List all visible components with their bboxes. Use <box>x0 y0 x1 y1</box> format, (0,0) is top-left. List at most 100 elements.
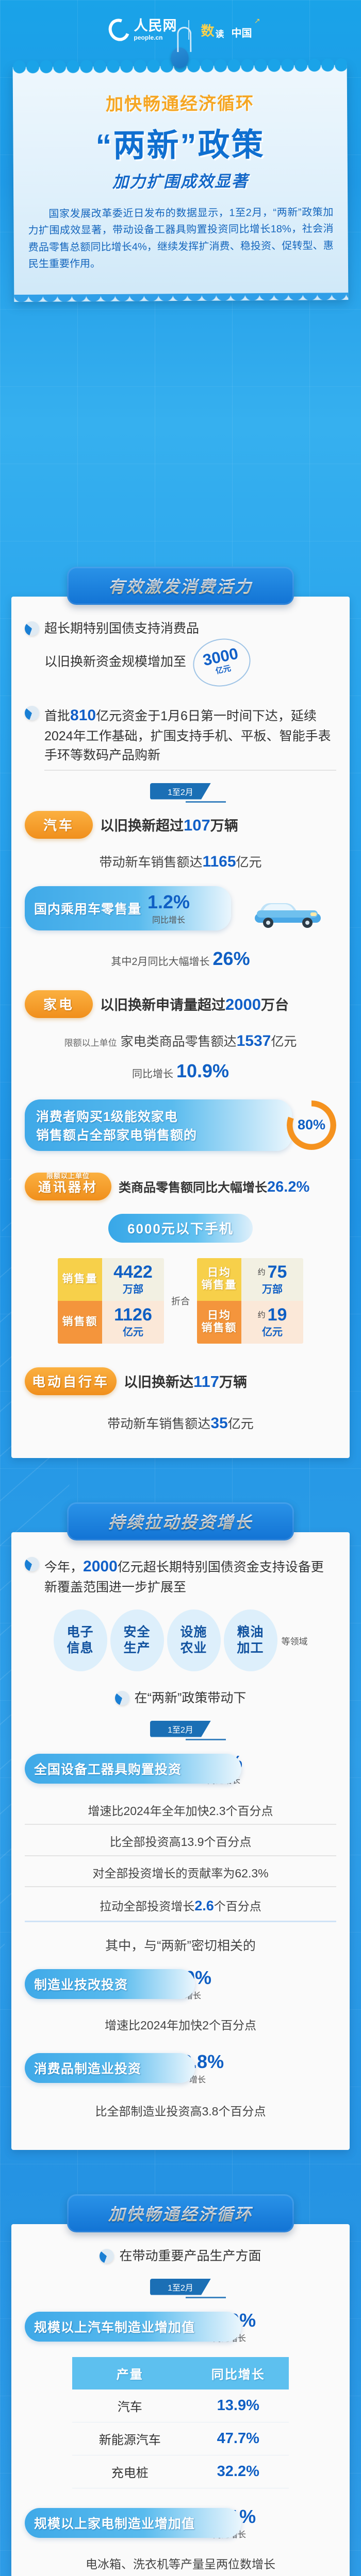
left-row1-unit: 万部 <box>123 1283 143 1295</box>
appliance-retail-post: 亿元 <box>271 1034 297 1049</box>
left-row1-value-cell: 4422 万部 <box>102 1258 164 1301</box>
section3-card: 在带动重要产品生产方面 1至2月 规模以上汽车制造业增加值 12.0% 同比增长… <box>11 2224 350 2576</box>
ebike-sales-num: 35 <box>210 1414 228 1432</box>
telecom-category-label: 通讯器材 <box>38 1180 98 1195</box>
section2-bullet-1: 今年，2000亿元超长期特别国债资金支持设备更新覆盖范围进一步扩展至 <box>25 1555 336 1598</box>
section2-banner: 持续拉动投资增长 <box>67 1502 294 1540</box>
phone-sales-left-table: 销售量 4422 万部 销售额 1126 亿元 <box>58 1258 164 1344</box>
section2-period-tag: 1至2月 <box>150 1720 211 1737</box>
auto-category-pill: 汽车 <box>25 810 93 839</box>
table-row-0-value: 13.9% <box>187 2389 289 2422</box>
auto-retail-pill: 国内乘用车零售量 1.2% 同比增长 <box>25 886 231 930</box>
s3-b1-text: 在带动重要产品生产方面 <box>119 2249 261 2263</box>
bullet-dot-icon <box>100 2249 114 2263</box>
right-row2-label: 日均 销售额 <box>197 1300 241 1344</box>
shudu-zhongguo-logo: 数 读 中国 ↗ <box>201 16 260 40</box>
ebike-category-label: 电动自行车 <box>31 1374 109 1389</box>
bullet-dot-icon <box>25 705 39 720</box>
equipment-investment-pill: 全国设备工器具购置投资 <box>25 1753 241 1784</box>
table-header-product: 产量 <box>72 2357 188 2389</box>
hero-lede-paragraph: 国家发展改革委近日发布的数据显示，1至2月，“两新”政策加力扩围成效显著，带动设… <box>28 207 334 270</box>
right-row1-unit: 万部 <box>262 1283 283 1295</box>
telecom-pill-over-label: 限额以上单位 <box>46 1172 90 1180</box>
section3-title: 加快畅通经济循环 <box>108 2201 253 2225</box>
section1-banner: 有效激发消费活力 <box>67 567 294 605</box>
brand-zhongguo: 中国 <box>231 27 252 39</box>
logo-cn-text: 人民网 <box>134 18 177 34</box>
table-row: 新能源汽车 47.7% <box>72 2422 289 2455</box>
appliance-retail-pre: 家电类商品零售额达 <box>120 1034 237 1049</box>
auto-retail-sub: 同比增长 <box>152 916 186 925</box>
left-row2-unit: 亿元 <box>123 1326 143 1338</box>
right-row2-approx: 约 <box>257 1311 266 1319</box>
table-row-2-value: 32.2% <box>187 2455 289 2488</box>
right-row1-value-cell: 约 75 万部 <box>241 1258 303 1301</box>
equip-note4-pre: 拉动全部投资增长 <box>100 1900 195 1913</box>
tech-investment-label: 制造业技改投资 <box>34 1978 128 1992</box>
bullet-dot-icon <box>25 1556 39 1571</box>
equip-note-1: 增速比2024年全年加快2.3个百分点 <box>25 1802 336 1825</box>
ebike-sales-pre: 带动新车销售额达 <box>107 1416 211 1431</box>
phone-sales-grids: 销售量 4422 万部 销售额 1126 亿元 折合 日均 销售量 约 75 万… <box>25 1258 336 1344</box>
field-circle-safety: 安全 生产 <box>110 1609 164 1671</box>
right-row2-unit: 亿元 <box>262 1326 283 1338</box>
section1-period-tag-wrap: 1至2月 <box>134 783 227 803</box>
equipment-investment-label: 全国设备工器具购置投资 <box>34 1762 182 1777</box>
fields-more-label: 等领域 <box>281 1636 308 1647</box>
auto-mfg-label: 规模以上汽车制造业增加值 <box>34 2320 195 2335</box>
ebike-category-pill: 电动自行车 <box>25 1367 117 1395</box>
conversion-word: 折合 <box>171 1296 190 1307</box>
logo-en-text: people.cn <box>134 34 163 41</box>
table-row: 充电桩 32.2% <box>72 2455 289 2488</box>
table-row-0-name: 汽车 <box>72 2389 188 2422</box>
energy-line2: 销售额占全部家电销售额的 <box>36 1128 198 1143</box>
s2-b1-post: 亿元超长期特别国债资金支持设备更新覆盖范围进一步扩展至 <box>44 1560 324 1595</box>
table-header-growth: 同比增长 <box>187 2357 289 2389</box>
people-logo-icon <box>105 15 134 45</box>
auto-sales-post: 亿元 <box>236 855 262 870</box>
s1-b2-prefix: 首批 <box>44 708 71 723</box>
section2-among-line: 其中，与“两新”密切相关的 <box>105 1938 256 1953</box>
s2-b1-pre: 今年， <box>44 1560 84 1574</box>
section3-period-tag-wrap: 1至2月 <box>134 2278 227 2298</box>
people-cn-logo: 人民网 people.cn <box>105 15 177 45</box>
auto-feb-row: 其中2月同比大幅增长 26% <box>25 948 336 970</box>
energy-line1: 消费者购买1级能效家电 <box>36 1109 178 1124</box>
appliance-yoy-value: 10.9% <box>176 1060 229 1081</box>
telecom-category-row: 限额以上单位 通讯器材 类商品零售额同比大幅增长26.2% <box>25 1172 336 1200</box>
right-row2-value: 19 <box>267 1304 287 1325</box>
ebike-category-row: 电动自行车 以旧换新达117万辆 <box>25 1367 336 1395</box>
phone-sales-right-table: 日均 销售量 约 75 万部 日均 销售额 约 19 亿元 <box>197 1258 303 1344</box>
hero-title-line3: 加力扩围成效显著 <box>112 172 249 191</box>
logo-row: 人民网 people.cn 数 读 中国 ↗ <box>0 0 361 45</box>
section3-period-tag: 1至2月 <box>150 2278 211 2295</box>
section3-banner: 加快畅通经济循环 <box>67 2194 294 2232</box>
section3-bullet-1: 在带动重要产品生产方面 <box>25 2247 336 2266</box>
right-row1-value: 75 <box>267 1262 287 1282</box>
s2-b2-text: 在“两新”政策带动下 <box>134 1691 247 1705</box>
section3-note: 电冰箱、洗衣机等产量呈两位数增长 <box>86 2557 275 2571</box>
auto-retail-pct: 1.2% <box>147 891 190 912</box>
period-tag-tail <box>186 2296 226 2298</box>
s1-b2-text: 亿元资金于1月6日第一时间下达，延续2024年工作基础，扩围支持手机、平板、智能… <box>44 708 331 763</box>
bullet-dot-icon <box>114 1691 129 1705</box>
table-row: 汽车 13.9% <box>72 2389 289 2422</box>
appliance-yoy-row: 同比增长 10.9% <box>25 1060 336 1082</box>
table-row-1-name: 新能源汽车 <box>72 2422 188 2455</box>
field-circle-grain-oil: 粮油 加工 <box>223 1609 277 1671</box>
funds-scale-badge: 3000 亿元 <box>188 633 255 692</box>
section1-title: 有效激发消费活力 <box>108 574 253 598</box>
section2-bullet-2: 在“两新”政策带动下 <box>25 1689 336 1708</box>
auto-sales-pre: 带动新车销售额达 <box>99 855 203 870</box>
right-row1-approx: 约 <box>257 1268 266 1277</box>
phone-price-label: 6000元以下手机 <box>127 1221 234 1236</box>
appliance-retail-line: 限额以上单位 家电类商品零售额达1537亿元 <box>25 1031 336 1050</box>
consumer-investment-label: 消费品制造业投资 <box>34 2061 142 2076</box>
equip-note-4: 拉动全部投资增长2.6个百分点 <box>25 1895 336 1922</box>
left-row1-value: 4422 <box>113 1262 153 1282</box>
section1-bullet-1: 超长期特别国债支持消费品 以旧换新资金规模增加至 3000 亿元 <box>25 619 336 692</box>
auto-headline-pre: 以旧换新超过 <box>100 818 184 834</box>
section1-bullet-2: 首批810亿元资金于1月6日第一时间下达，延续2024年工作基础，扩围支持手机、… <box>25 704 336 771</box>
table-row-1-value: 47.7% <box>187 2422 289 2455</box>
energy-share-pct: 80% <box>297 1117 326 1132</box>
